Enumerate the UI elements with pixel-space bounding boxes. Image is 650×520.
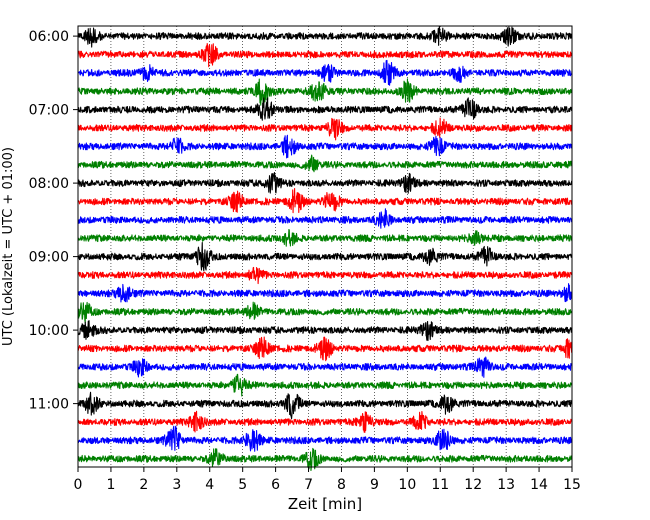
trace-0900 (77, 241, 573, 272)
x-axis-ticks: 0 1 2 3 4 5 6 7 8 9 10 11 12 13 14 15 (74, 467, 581, 493)
trace-1130 (77, 425, 573, 452)
y-tick-label: 07:00 (29, 103, 69, 119)
trace-1045 (77, 373, 573, 397)
x-tick-label: 4 (205, 477, 214, 493)
trace-1100 (77, 391, 573, 420)
x-tick-label: 1 (106, 477, 115, 493)
y-tick-label: 10:00 (29, 323, 69, 339)
trace-0700 (77, 97, 573, 121)
x-tick-label: 7 (304, 477, 313, 493)
trace-0945 (77, 301, 573, 324)
x-tick-label: 8 (337, 477, 346, 493)
y-axis-ticks: 06:00 07:00 08:00 09:00 10:00 11:00 (29, 29, 78, 413)
trace-0615 (77, 43, 573, 68)
x-tick-label: 6 (271, 477, 280, 493)
x-tick-label: 14 (530, 477, 548, 493)
trace-0830 (77, 208, 573, 229)
trace-0600 (77, 25, 573, 48)
trace-0730 (77, 134, 573, 159)
trace-0815 (77, 187, 573, 214)
x-tick-label: 3 (172, 477, 181, 493)
y-axis-label: UTC (Lokalzeit = UTC + 01:00) (1, 147, 16, 346)
trace-0845 (77, 228, 573, 247)
x-tick-label: 5 (238, 477, 247, 493)
trace-1030 (77, 356, 573, 378)
trace-0630 (77, 59, 573, 86)
trace-0645 (77, 78, 573, 106)
trace-1015 (77, 336, 573, 362)
y-tick-label: 11:00 (29, 397, 69, 413)
y-tick-label: 08:00 (29, 176, 69, 192)
y-tick-label: 09:00 (29, 250, 69, 266)
x-tick-label: 11 (431, 477, 449, 493)
plot-frame (77, 25, 573, 468)
trace-0800 (77, 171, 573, 194)
trace-0745 (77, 154, 573, 173)
trace-0715 (77, 117, 573, 141)
x-tick-label: 2 (139, 477, 148, 493)
x-tick-label: 10 (398, 477, 416, 493)
trace-1000 (77, 320, 573, 342)
x-tick-label: 15 (563, 477, 581, 493)
x-tick-label: 12 (464, 477, 482, 493)
trace-1145 (77, 447, 573, 472)
x-tick-label: 13 (497, 477, 515, 493)
x-tick-label: 9 (370, 477, 379, 493)
trace-1115 (77, 410, 573, 433)
seismic-traces (77, 25, 573, 472)
y-tick-label: 06:00 (29, 29, 69, 45)
trace-0915 (77, 266, 573, 285)
x-tick-label: 0 (74, 477, 83, 493)
trace-0930 (77, 283, 573, 303)
x-axis-label: Zeit [min] (288, 495, 362, 513)
